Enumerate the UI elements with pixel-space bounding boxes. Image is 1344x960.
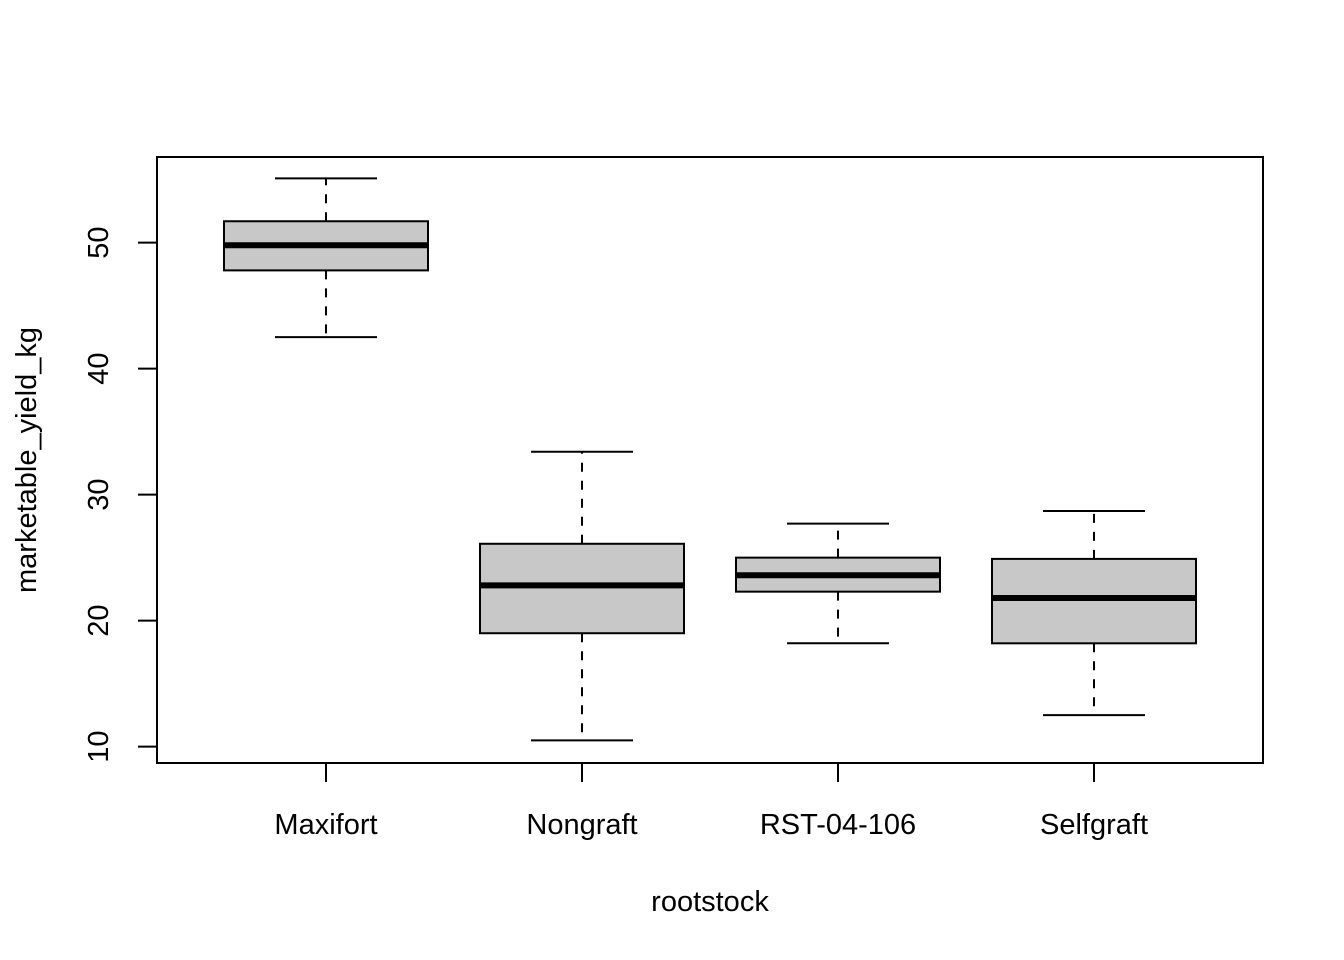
x-tick-label: Selfgraft [1040, 809, 1148, 841]
x-tick-label: Maxifort [274, 809, 377, 841]
y-tick-label: 50 [83, 227, 115, 259]
box-group [735, 522, 941, 645]
x-axis: Maxifort Nongraft RST-04-106 Selfgraft [274, 762, 1148, 841]
y-tick-label: 30 [83, 479, 115, 511]
box-group [479, 450, 685, 742]
iqr-box [991, 557, 1197, 645]
iqr-box [479, 542, 685, 635]
y-tick-label: 40 [83, 353, 115, 385]
x-axis-label: rootstock [651, 886, 769, 918]
boxes [223, 177, 1197, 742]
y-axis: 10 20 30 40 50 [83, 227, 158, 763]
x-tick-label: Nongraft [526, 809, 637, 841]
box-group [991, 510, 1197, 717]
box-group [223, 177, 429, 339]
y-tick-label: 10 [83, 730, 115, 762]
x-tick-label: RST-04-106 [760, 809, 916, 841]
y-axis-label: marketable_yield_kg [11, 327, 43, 593]
y-tick-label: 20 [83, 605, 115, 637]
